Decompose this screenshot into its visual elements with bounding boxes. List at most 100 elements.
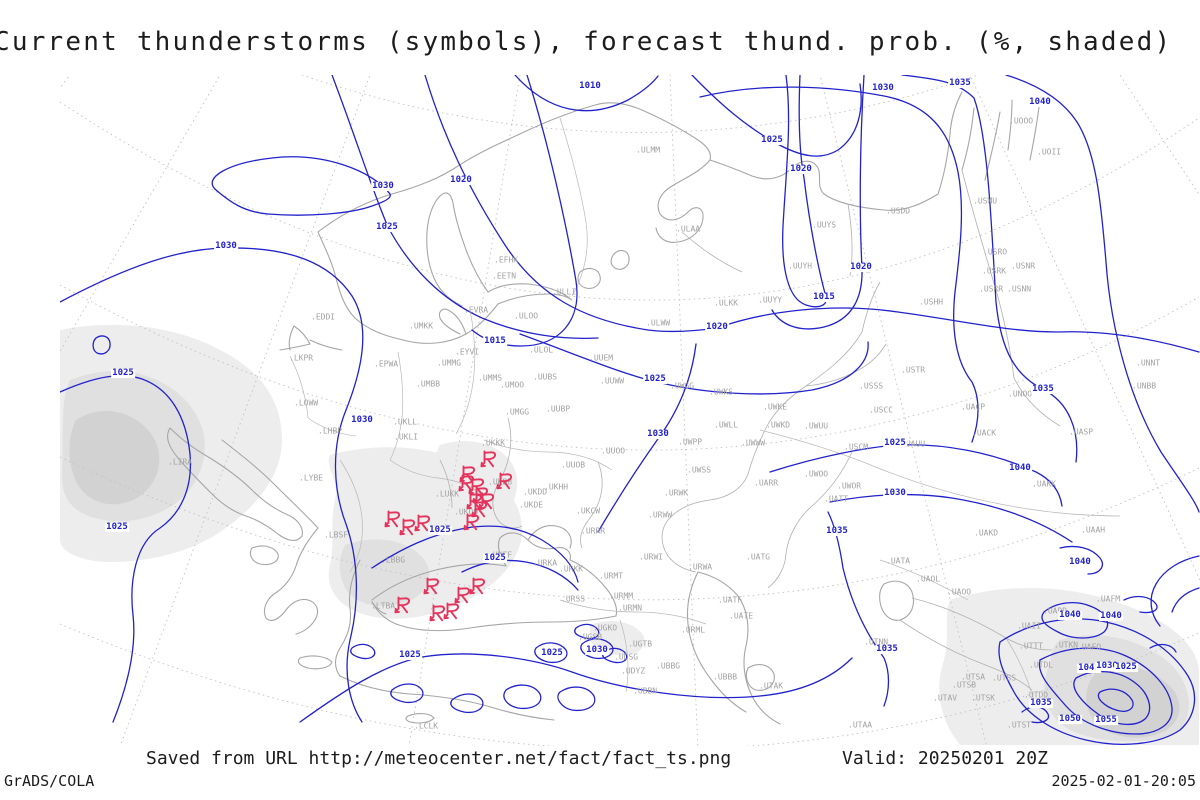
station-label: .LUKK [435, 489, 460, 499]
isobar-value-label: 1020 [705, 322, 729, 333]
station-label: .ULOO [514, 311, 539, 321]
thunderstorm-icon [443, 602, 460, 620]
station-label: .LIRA [168, 457, 193, 467]
station-label: .UWGG [670, 381, 695, 391]
thunderstorm-icon [463, 513, 480, 531]
station-label: .UKCW [576, 506, 601, 516]
station-label: .UAUU [901, 439, 926, 449]
station-label: .UKKK [481, 438, 506, 448]
isobar-value-label: 1020 [449, 175, 473, 186]
station-label: .UTSB [952, 680, 977, 690]
isobar-value-label: 1035 [1029, 698, 1053, 709]
station-label: .UTSA [961, 672, 986, 682]
station-label: .UBBG [656, 661, 681, 671]
isobar-value-label: 1025 [883, 438, 907, 449]
station-label: .UTDD [1024, 690, 1049, 700]
thunderstorm-icon [423, 577, 440, 595]
station-label: .URWA [688, 562, 713, 572]
valid-time-text: Valid: 20250201 20Z [842, 748, 1048, 769]
isobar-value-label: 1055 [1094, 715, 1118, 726]
station-label: .UNNT [1136, 358, 1161, 368]
station-label: .UMGG [505, 407, 530, 417]
isobar-value-label: 1025 [428, 525, 452, 536]
thunderstorm-icon [394, 596, 411, 614]
country-borders [289, 117, 1121, 709]
isobar-value-label: 1030 [350, 415, 374, 426]
isobar-value-label: 1040 [1008, 463, 1032, 474]
isobar-value-label: 1025 [760, 135, 784, 146]
isobar-value-label: 1025 [1114, 662, 1138, 673]
station-label: .UATF [718, 595, 743, 605]
station-label: .UATG [746, 552, 771, 562]
station-label: .UAKK [1032, 479, 1057, 489]
station-label: .UWSS [687, 465, 712, 475]
station-label: .UTDL [1029, 660, 1054, 670]
station-label: .LBSF [324, 530, 349, 540]
station-label: .UAFO [1077, 642, 1102, 652]
isobar-value-label: 1030 [1095, 661, 1119, 672]
isobar-value-label: 1030 [646, 429, 670, 440]
station-label: .USHH [919, 297, 944, 307]
station-label: .UACP [961, 402, 986, 412]
station-label: .UASP [1069, 427, 1094, 437]
station-label: .URSS [561, 594, 586, 604]
thunderstorm-icon [468, 477, 485, 495]
station-label: .UAII [1017, 621, 1042, 631]
thunderstorm-icon [480, 450, 497, 468]
station-label: .UTKN [1054, 640, 1079, 650]
station-label: .UARR [754, 478, 779, 488]
station-label: .UUYS [812, 220, 837, 230]
station-label: .LBBG [381, 555, 406, 565]
station-label: .LTBA [371, 601, 396, 611]
station-label: .UTAK [759, 681, 784, 691]
station-label: .URML [681, 625, 706, 635]
station-label: .USCC [869, 405, 894, 415]
isobar-value-label: 1020 [789, 164, 813, 175]
station-label: .UTTT [1019, 641, 1044, 651]
station-label: .USCM [844, 442, 869, 452]
station-label: .UBBN [633, 686, 658, 696]
station-label: .USDD [886, 206, 911, 216]
station-label: .UTSK [971, 693, 996, 703]
station-label: .UWLL [714, 420, 739, 430]
station-label: .URKA [533, 558, 558, 568]
station-label: .UKOO [454, 507, 479, 517]
isobar-value-label: 1025 [540, 648, 564, 659]
station-label: .EETN [492, 271, 517, 281]
station-label: .UMOO [500, 380, 525, 390]
isobar-value-label: 1015 [483, 336, 507, 347]
isobar-value-label: 1040 [1028, 97, 1052, 108]
station-label: .USNN [1007, 284, 1032, 294]
station-label: .UKDD [523, 487, 548, 497]
isobar-value-label: 1035 [1031, 384, 1055, 395]
station-label: .UAOO [947, 587, 972, 597]
rivers [439, 169, 1061, 691]
station-label: .URMT [599, 571, 624, 581]
station-label: .UWKD [766, 420, 791, 430]
station-label: .UUYY [758, 295, 783, 305]
station-label: .EFHK [494, 255, 519, 265]
station-label: .UWKS [709, 387, 734, 397]
isobar-value-label: 1030 [585, 645, 609, 656]
thunderstorm-icon [496, 472, 513, 490]
isobar-value-label: 1030 [371, 181, 395, 192]
station-label: .UATA [886, 556, 911, 566]
station-label: .UWUU [804, 421, 829, 431]
station-label: .ULKK [714, 298, 739, 308]
station-label: .LOWW [294, 398, 319, 408]
map-title: Current thunderstorms (symbols), forecas… [0, 27, 1173, 57]
station-label: .UMMG [437, 358, 462, 368]
station-label: .URWI [639, 552, 664, 562]
station-label: .UGTB [628, 639, 653, 649]
station-label: .EYVI [455, 347, 480, 357]
thunderstorm-icon [384, 510, 401, 528]
station-label: .USRK [982, 266, 1007, 276]
isobar-contours [60, 75, 1200, 745]
station-label: .ULWW [646, 318, 671, 328]
station-label: .UATT [824, 494, 849, 504]
isobar-value-label: 1010 [578, 81, 602, 92]
station-label: .UNBB [1132, 381, 1157, 391]
isobar-value-label: 1025 [483, 553, 507, 564]
station-label: .EDDI [311, 312, 336, 322]
station-label: .USRO [983, 247, 1008, 257]
